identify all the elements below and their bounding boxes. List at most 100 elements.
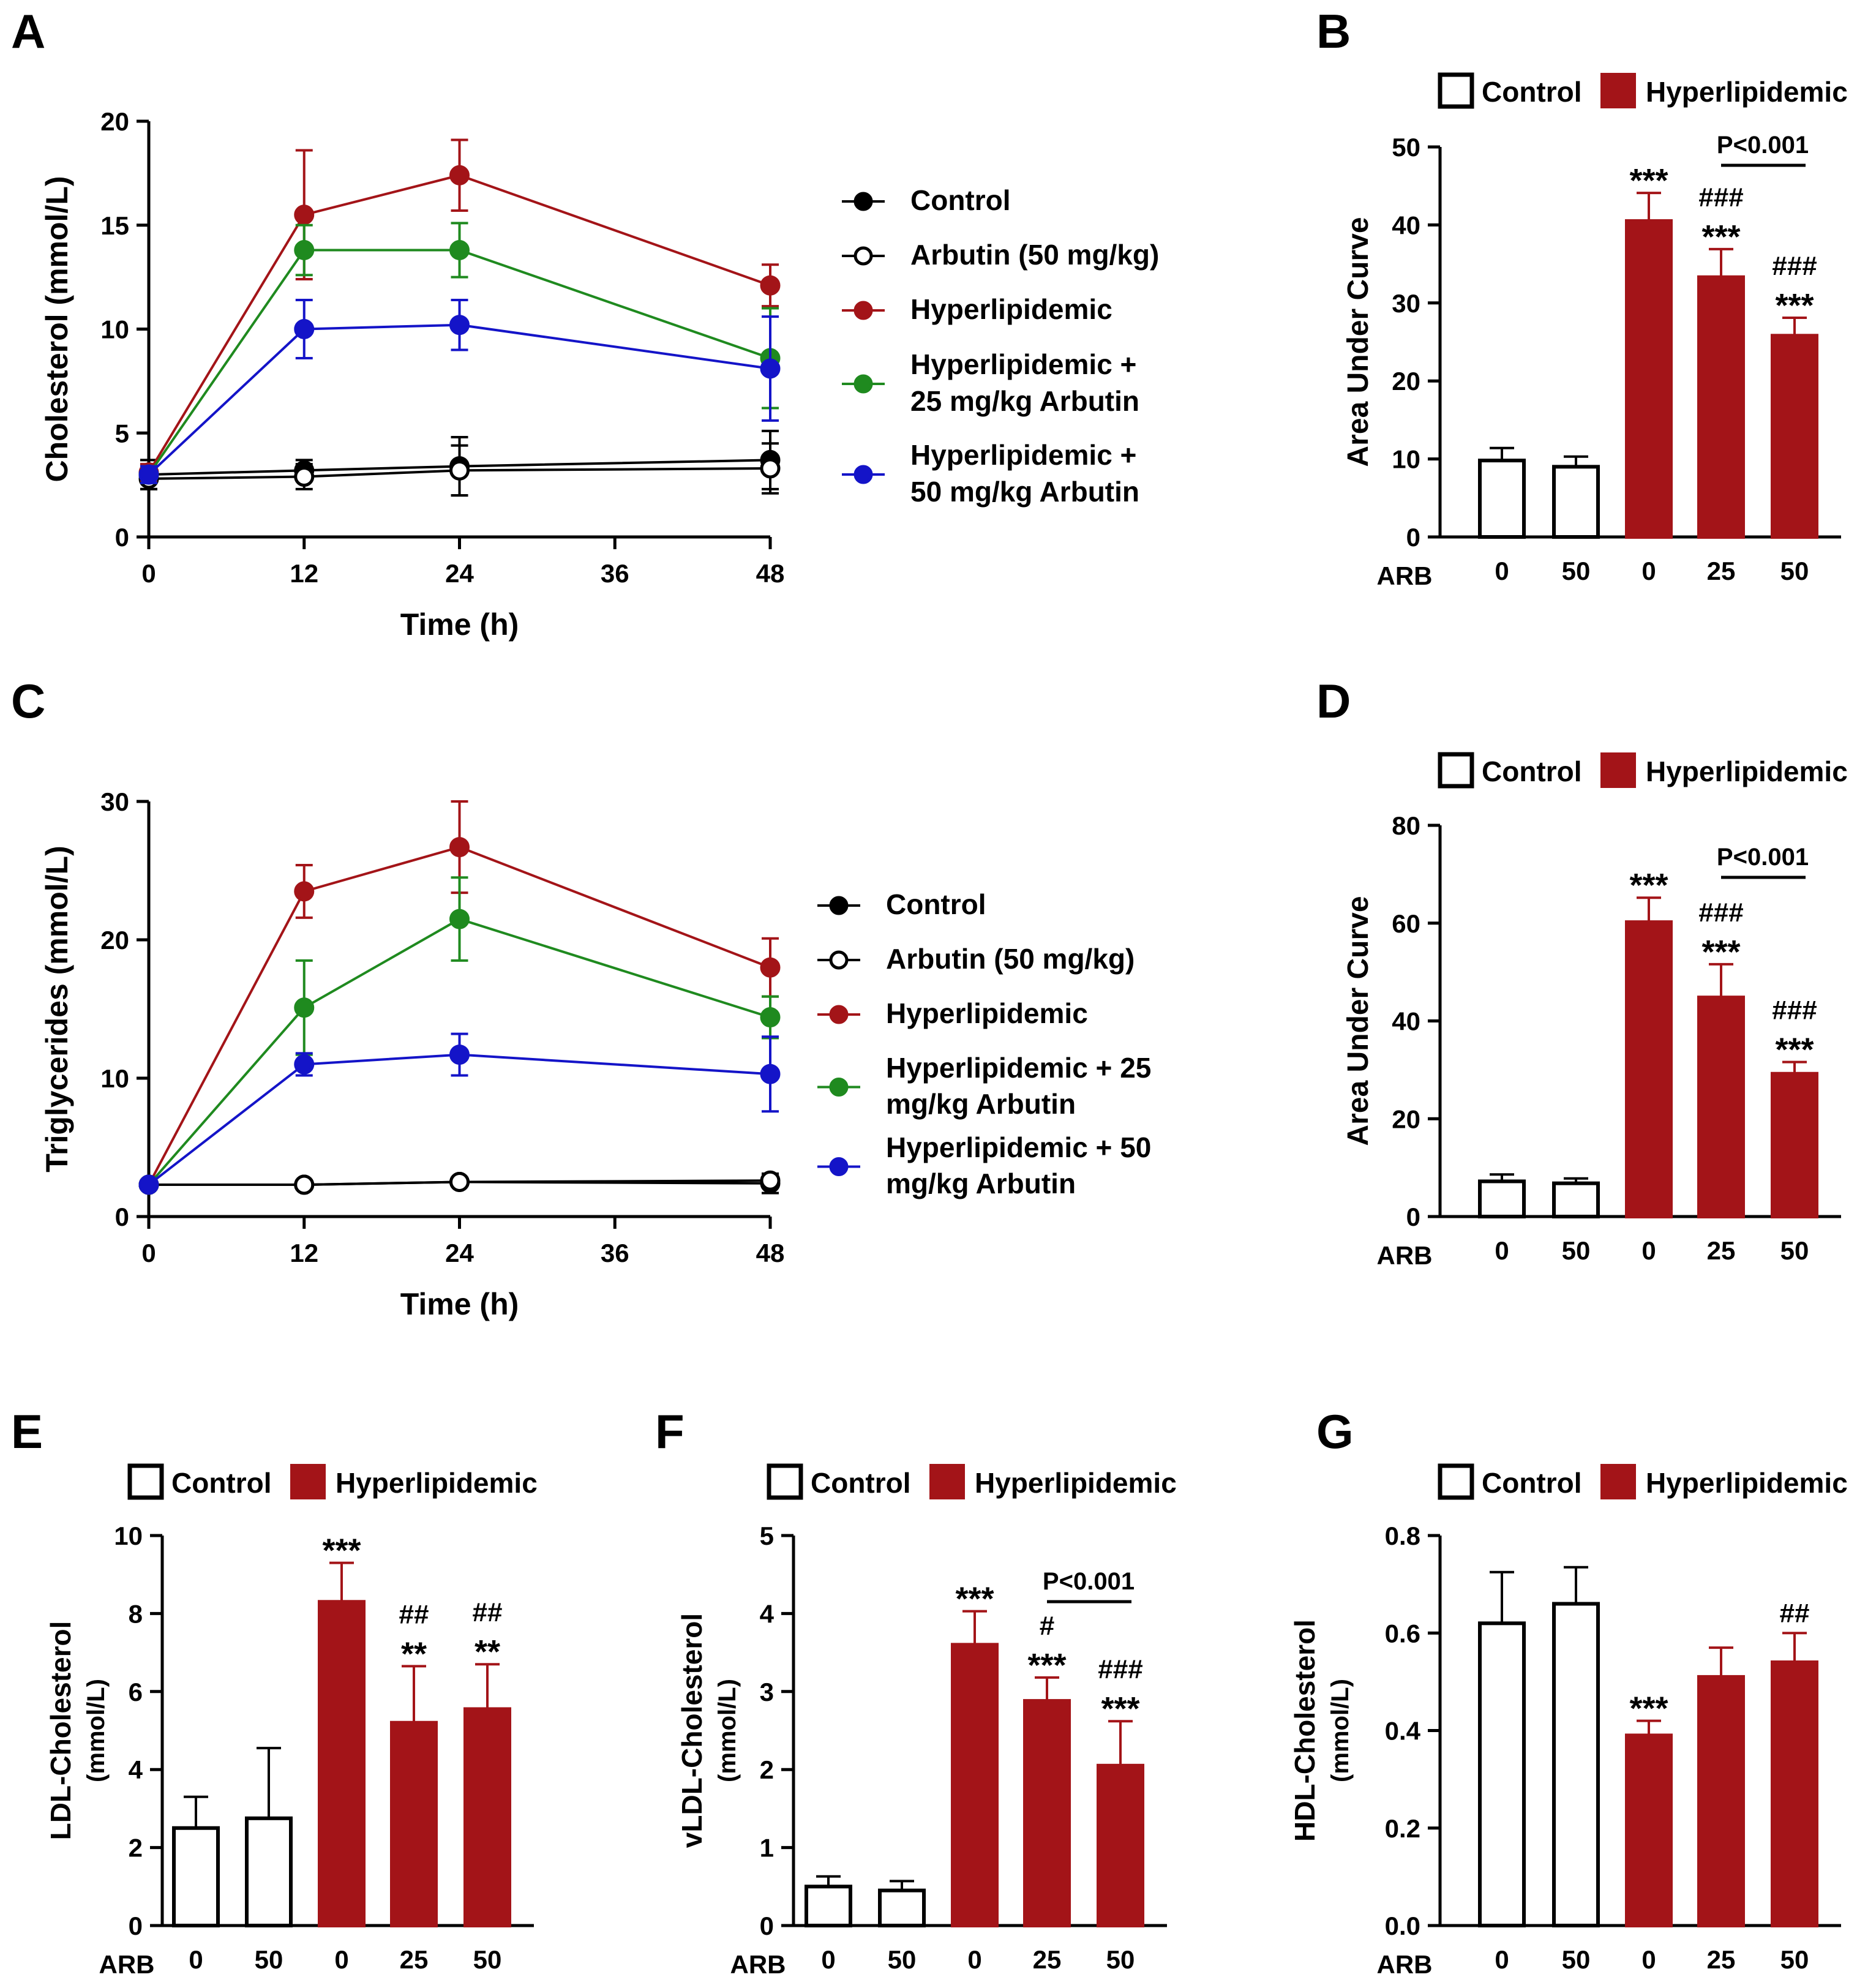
data-point: [294, 467, 315, 487]
y-tick-label: 0.4: [1385, 1717, 1421, 1746]
x-tick-label: 12: [290, 1239, 318, 1267]
data-point: [760, 275, 781, 296]
bar-2: 0 ***: [1625, 867, 1673, 1265]
bar-rect: [1552, 1602, 1600, 1928]
bar-1: 50: [1552, 1566, 1600, 1974]
x-tick-label: 0: [1641, 1945, 1656, 1974]
y-tick-label: 6: [129, 1678, 143, 1706]
bar-rect: [1478, 459, 1526, 539]
y-tick-label: 8: [129, 1599, 143, 1628]
y-tick-label: 0: [1406, 1202, 1420, 1231]
y-tick-label: 1: [760, 1834, 774, 1862]
bar-0: 0: [172, 1795, 220, 1974]
legend-marker: [853, 465, 873, 484]
x-tick-label: 48: [756, 559, 785, 588]
data-point: [294, 319, 315, 339]
legend-swatch-control: [1438, 72, 1474, 109]
x-tick-label: 0: [821, 1945, 835, 1974]
y-tick-label: 40: [1392, 211, 1420, 239]
series-line: [148, 459, 771, 476]
bar-0: 0: [1478, 1570, 1526, 1974]
x-tick-label: 0: [189, 1945, 203, 1974]
x-tick-label: 0: [967, 1945, 981, 1974]
legend-item: Hyperlipidemic: [842, 293, 1112, 325]
legend-label: Hyperlipidemic: [886, 997, 1088, 1029]
y-tick-label: 10: [114, 1521, 143, 1550]
data-point: [294, 1054, 315, 1075]
legend-marker: [853, 246, 873, 266]
bar-rect: [1478, 1179, 1526, 1218]
y-tick-label: 5: [760, 1521, 774, 1550]
x-axis-label: Time (h): [400, 607, 519, 642]
bar-rect: [1771, 1660, 1818, 1927]
x-group-label: ARB: [1377, 561, 1433, 590]
y-tick-label: 60: [1392, 909, 1420, 938]
data-point: [760, 1170, 781, 1191]
bar-rect: [1625, 219, 1673, 539]
bar-1: 50: [1552, 455, 1600, 585]
bar-rect: [805, 1885, 852, 1928]
bar-rect: [878, 1888, 926, 1927]
x-tick-label: 0: [1641, 557, 1656, 585]
data-point: [449, 837, 470, 858]
legend-swatch-control: [767, 1463, 803, 1500]
legend-label: Arbutin (50 mg/kg): [886, 943, 1135, 975]
bar-rect: [1697, 1675, 1745, 1928]
significance-stars: ***: [1775, 287, 1814, 324]
y-tick-label: 0: [115, 1202, 129, 1231]
y-tick-label: 0: [115, 523, 129, 552]
bar-3: 25 ### ***: [1697, 898, 1745, 1265]
bar-rect: [463, 1707, 511, 1928]
legend-swatch-hyperlipidemic: [1600, 752, 1636, 788]
bar-chart-E: 0 2 4 6 8 10 LDL-Cholesterol (mmol/L) 0 50 0 *** 25 #…: [45, 1463, 538, 1979]
x-tick-label: 12: [290, 559, 318, 588]
bar-rect: [1552, 1181, 1600, 1219]
data-point: [449, 239, 470, 260]
bar-rect: [1697, 275, 1745, 539]
series-line: [148, 917, 771, 1186]
legend-item: Hyperlipidemic: [817, 997, 1088, 1029]
legend-marker: [829, 1078, 849, 1097]
x-tick-label: 0: [141, 1239, 156, 1267]
legend-label: Hyperlipidemic +: [910, 439, 1136, 471]
series-line: [149, 1179, 771, 1187]
legend-label: Hyperlipidemic +: [910, 348, 1136, 380]
y-axis-label-units: (mmol/L): [714, 1679, 741, 1782]
legend-label-hyperlipidemic: Hyperlipidemic: [1646, 76, 1848, 108]
bar-0: 0: [1478, 1173, 1526, 1265]
x-tick-label: 24: [445, 559, 474, 588]
x-tick-label: 25: [1033, 1945, 1062, 1974]
legend-label-hyperlipidemic: Hyperlipidemic: [975, 1467, 1177, 1499]
significance-stars: ***: [1775, 1032, 1814, 1068]
significance-hash: ##: [473, 1597, 503, 1627]
legend-label: Hyperlipidemic + 25: [886, 1052, 1151, 1084]
y-tick-label: 4: [129, 1755, 143, 1784]
x-tick-label: 36: [601, 1239, 629, 1267]
bar-3: 25 ### ***: [1697, 182, 1745, 585]
significance-hash: ##: [399, 1599, 429, 1629]
legend-marker: [853, 374, 873, 394]
legend-marker: [829, 1157, 849, 1176]
series-line: [148, 323, 771, 476]
x-tick-label: 0: [1495, 1945, 1509, 1974]
legend: Control Hyperlipidemic: [1438, 1463, 1848, 1500]
data-point: [760, 358, 781, 379]
y-tick-label: 30: [100, 787, 129, 816]
bar-4: 50 ##: [1771, 1598, 1818, 1974]
significance-stars: ***: [955, 1581, 994, 1618]
legend: Control Hyperlipidemic: [767, 1463, 1177, 1500]
significance-hash: ###: [1698, 898, 1743, 928]
bar-4: 50 ### ***: [1097, 1654, 1144, 1974]
bar-3: 25 # ***: [1023, 1611, 1071, 1974]
legend-label-hyperlipidemic: Hyperlipidemic: [1646, 756, 1848, 787]
bar-2: 0 ***: [951, 1581, 999, 1974]
significance-stars: ***: [1027, 1647, 1066, 1684]
x-tick-label: 0: [1495, 1236, 1509, 1265]
x-tick-label: 50: [255, 1945, 283, 1974]
y-axis-label: Triglycerides (mmol/L): [40, 846, 74, 1172]
y-tick-label: 20: [100, 926, 129, 955]
legend-label: 25 mg/kg Arbutin: [910, 385, 1139, 417]
y-tick-label: 2: [760, 1755, 774, 1784]
legend-label: Arbutin (50 mg/kg): [910, 239, 1159, 271]
x-group-label: ARB: [730, 1950, 786, 1979]
